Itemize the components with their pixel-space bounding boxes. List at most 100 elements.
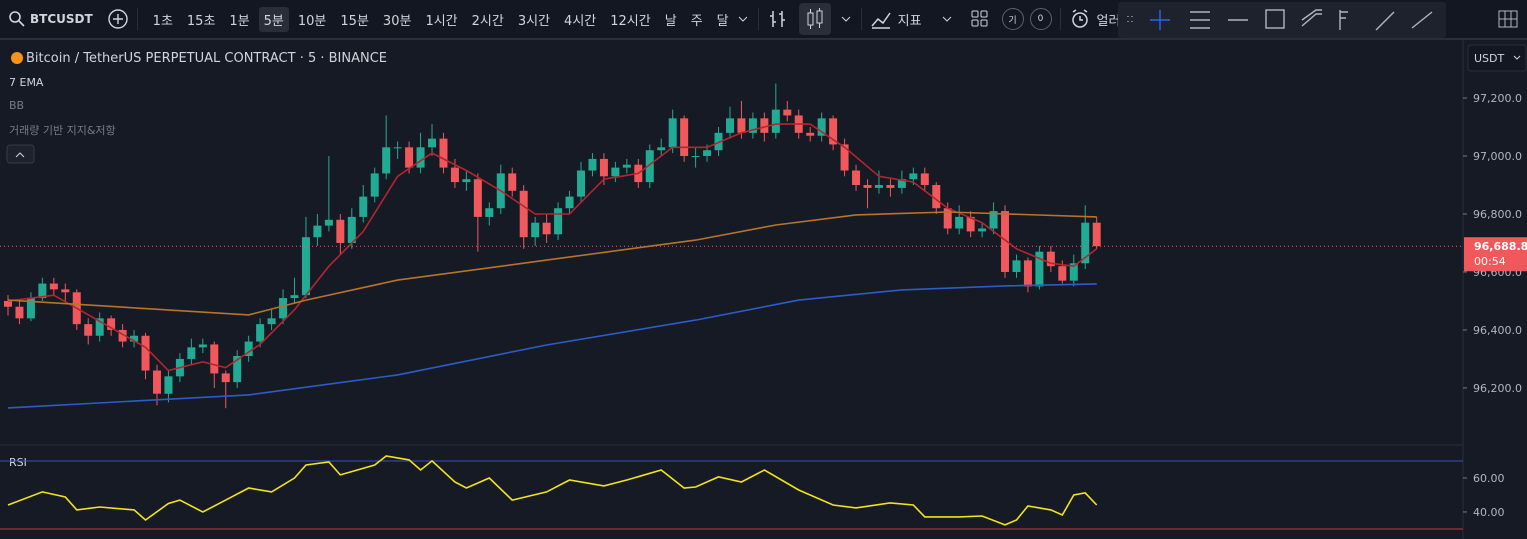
price-tag-label: 96,688.8 xyxy=(1474,240,1527,253)
separator xyxy=(136,8,138,30)
candle-body xyxy=(141,335,150,371)
candle-body xyxy=(840,144,849,171)
candle-type[interactable] xyxy=(798,3,831,35)
indicator-menu[interactable] xyxy=(940,12,954,26)
symbol[interactable]: BTCUSDT xyxy=(30,12,93,26)
drawing-tools xyxy=(1118,2,1446,38)
interval[interactable]: 1시간 xyxy=(425,13,458,29)
interval[interactable]: 10분 xyxy=(297,13,327,29)
candle-body xyxy=(485,208,494,217)
candle-body xyxy=(187,347,196,359)
candle-body xyxy=(897,179,906,188)
candle-body xyxy=(771,109,780,133)
search-icon[interactable] xyxy=(8,10,26,28)
candle-body xyxy=(531,222,540,238)
candle-body xyxy=(703,150,712,157)
candle-body xyxy=(301,237,310,296)
candle-body xyxy=(473,179,482,217)
interval[interactable]: 4시간 xyxy=(564,13,597,29)
interval[interactable]: 1초 xyxy=(152,13,173,29)
candle-body xyxy=(1023,260,1032,287)
interval[interactable]: 1분 xyxy=(229,13,250,29)
interval[interactable]: 달 xyxy=(716,13,729,29)
interval[interactable]: 12시간 xyxy=(610,13,651,29)
candle-body xyxy=(1058,266,1067,281)
bar-type[interactable] xyxy=(767,8,789,30)
collapse-icon xyxy=(15,152,25,158)
indicator-line xyxy=(7,211,1097,316)
y-tick-label: 60.00 xyxy=(1473,472,1505,485)
candle-body xyxy=(519,190,528,238)
candle-body xyxy=(130,335,139,342)
candle-body xyxy=(210,344,219,374)
currency[interactable]: USDT xyxy=(1474,52,1505,65)
interval[interactable]: 15분 xyxy=(340,13,369,29)
separator xyxy=(860,8,862,30)
y-tick-label: 97,200.0 xyxy=(1473,92,1522,105)
candle-body xyxy=(817,118,826,136)
candle-body xyxy=(428,138,437,148)
candle-body xyxy=(668,118,677,148)
candle-body xyxy=(267,318,276,325)
candle-body xyxy=(611,167,620,177)
indicator-line xyxy=(7,123,1098,372)
candle-body xyxy=(852,170,861,186)
alert[interactable]: 얼러 xyxy=(1096,13,1121,29)
layout-icon[interactable] xyxy=(970,9,990,29)
interval[interactable]: 30분 xyxy=(382,13,412,29)
layout-menu[interactable] xyxy=(1496,8,1520,30)
candle-body xyxy=(1081,222,1090,264)
candle-body xyxy=(645,150,654,183)
candle-body xyxy=(565,196,574,209)
count[interactable]: 0 xyxy=(1029,8,1052,30)
candle-body xyxy=(416,147,425,168)
interval[interactable]: 15초 xyxy=(186,13,216,29)
candle-body xyxy=(1069,263,1078,281)
candle-body xyxy=(290,295,299,299)
candle-body xyxy=(714,132,723,151)
candle-body xyxy=(84,324,93,336)
interval[interactable]: 5분 xyxy=(258,6,289,32)
candle-body xyxy=(393,147,402,149)
indicator-icon[interactable] xyxy=(870,8,892,30)
candle-body xyxy=(118,329,127,342)
currency-box[interactable] xyxy=(1467,44,1527,72)
candle-body xyxy=(783,109,792,116)
rsi-line xyxy=(7,455,1098,526)
candle-body xyxy=(909,173,918,180)
intervals: 1초 15초 1분 5분 10분 15분 30분 1시간 2시간 3시간 4시간 12시간 날 주 달 xyxy=(146,6,736,32)
candle-body xyxy=(370,173,379,197)
candle-body xyxy=(359,196,368,217)
rsi-title: RSI xyxy=(9,456,27,469)
candle-body xyxy=(233,356,242,383)
separator xyxy=(757,8,759,30)
alert-icon[interactable] xyxy=(1069,8,1091,30)
candle-body xyxy=(691,156,700,158)
interval[interactable]: 3시간 xyxy=(517,13,551,29)
y-tick-label: 96,400.0 xyxy=(1473,324,1522,337)
add-symbol[interactable] xyxy=(107,8,129,30)
candle-body xyxy=(1012,260,1021,272)
more-intervals[interactable] xyxy=(736,12,750,26)
candle-body xyxy=(313,225,322,238)
candle-body xyxy=(1092,222,1101,247)
candle-body xyxy=(508,173,517,191)
candle-body xyxy=(955,216,964,229)
candle-body xyxy=(886,185,895,188)
interval[interactable]: 2시간 xyxy=(471,13,504,29)
countdown: 00:54 xyxy=(1474,255,1506,268)
y-tick-label: 97,000.0 xyxy=(1473,150,1522,163)
candle-body xyxy=(748,118,757,133)
indicator-line xyxy=(7,283,1097,409)
indicators[interactable]: 지표 xyxy=(897,13,922,29)
candle-body xyxy=(542,222,551,235)
candle-body xyxy=(49,283,58,290)
interval[interactable]: 날 xyxy=(664,13,677,29)
interval[interactable]: 주 xyxy=(690,13,703,29)
candle-body xyxy=(38,283,47,299)
candle-body xyxy=(324,219,333,226)
candle-body xyxy=(932,185,941,209)
chart-type-menu[interactable] xyxy=(839,12,853,26)
badge[interactable]: 기 xyxy=(1001,8,1024,30)
